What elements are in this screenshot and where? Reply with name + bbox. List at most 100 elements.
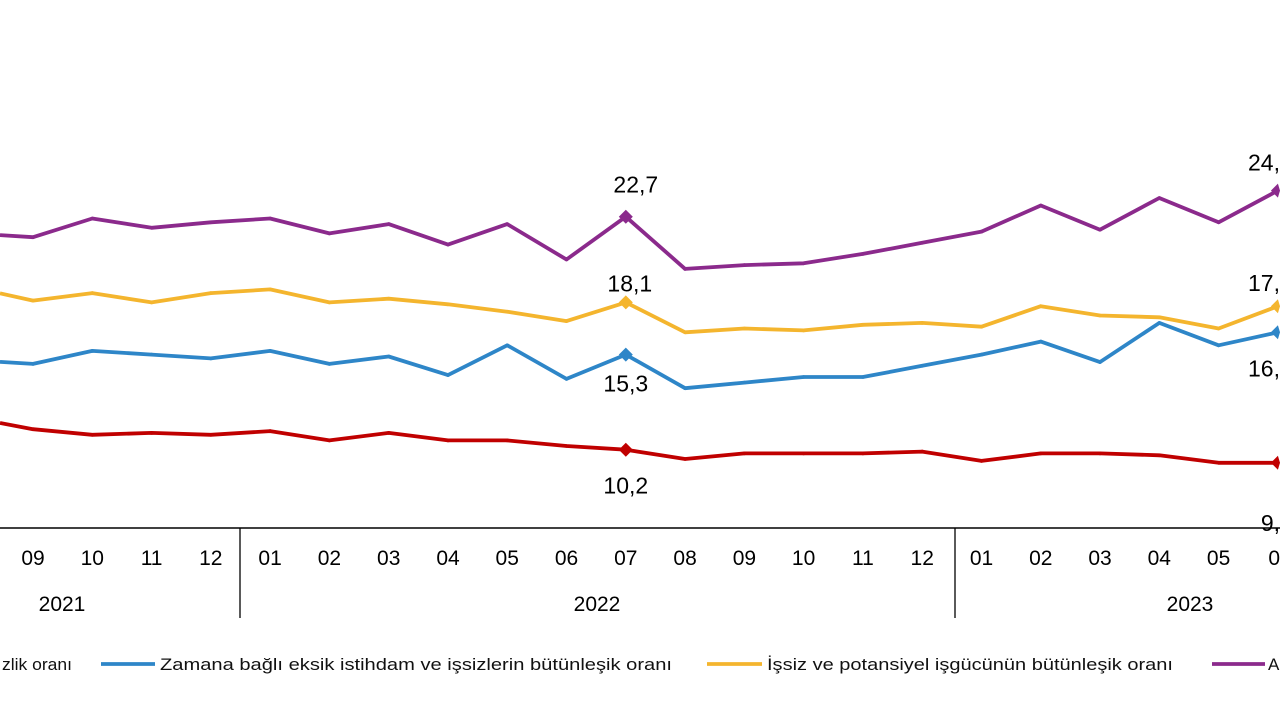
- data-point: [90, 291, 95, 295]
- data-point: [31, 298, 35, 303]
- data-point: [446, 373, 450, 377]
- data-point: [1157, 453, 1162, 458]
- x-tick-label: 01: [258, 547, 281, 570]
- data-point: [209, 433, 213, 437]
- legend-label: A: [1268, 655, 1280, 674]
- data-point: [979, 459, 984, 463]
- x-tick-label: 10: [81, 547, 104, 570]
- data-point: [683, 386, 687, 391]
- data-point: [90, 433, 95, 437]
- data-point: [979, 324, 984, 329]
- data-point: [209, 356, 213, 361]
- data-point: [1157, 315, 1162, 320]
- data-point: [149, 352, 154, 357]
- data-point: [1098, 360, 1102, 364]
- data-point: [564, 377, 569, 381]
- data-point: [564, 444, 569, 448]
- x-tick-label: 05: [496, 547, 519, 570]
- data-point: [801, 328, 806, 333]
- highlight-markers: [618, 183, 1280, 470]
- data-label: 10,2: [603, 473, 648, 499]
- data-point: [979, 352, 984, 357]
- data-point: [1216, 461, 1221, 465]
- highlight-marker: [1270, 183, 1280, 198]
- data-point: [861, 323, 865, 327]
- data-point: [920, 449, 924, 454]
- data-point: [446, 302, 450, 307]
- data-point: [505, 343, 510, 348]
- data-point: [209, 220, 213, 225]
- data-label: 9,: [1261, 510, 1280, 536]
- data-point: [149, 300, 154, 305]
- data-point: [386, 296, 391, 301]
- year-label: 2021: [39, 593, 86, 616]
- series-line-4: [0, 188, 1279, 271]
- legend-item-series-1: zlik oranı: [2, 655, 72, 674]
- data-point: [683, 457, 687, 461]
- data-point: [327, 362, 332, 366]
- data-point: [90, 349, 95, 353]
- data-label: 22,7: [613, 172, 658, 198]
- data-point: [1039, 339, 1043, 344]
- data-point: [979, 229, 984, 234]
- x-tick-label: 03: [377, 547, 400, 570]
- data-point: [268, 349, 272, 353]
- data-label: 15,3: [603, 371, 648, 397]
- data-point: [742, 380, 747, 385]
- data-point: [1039, 304, 1043, 309]
- data-point: [683, 267, 687, 271]
- x-tick-label: 12: [199, 547, 222, 570]
- legend-item-series-3: İşsiz ve potansiyel işgücünün bütünleşik…: [707, 655, 1173, 674]
- data-point: [149, 431, 154, 435]
- data-point: [920, 241, 924, 245]
- x-axis-year-labels: 2021 2022 2023: [39, 593, 1214, 616]
- data-point: [327, 438, 332, 443]
- data-point: [446, 242, 450, 247]
- data-point: [1216, 220, 1221, 225]
- x-tick-label: 10: [792, 547, 815, 570]
- x-tick-label: 05: [1207, 547, 1230, 570]
- data-point: [505, 222, 510, 226]
- highlight-marker: [1270, 325, 1280, 340]
- data-point: [31, 362, 35, 366]
- data-label: 18,1: [607, 270, 652, 296]
- x-tick-label: 12: [911, 547, 934, 570]
- data-point: [386, 431, 391, 435]
- data-point: [683, 330, 687, 335]
- x-tick-label: 07: [614, 547, 637, 570]
- data-point: [90, 216, 95, 221]
- highlight-marker: [618, 347, 633, 362]
- series-line-1: [0, 421, 1278, 465]
- x-tick-label: 01: [970, 547, 993, 570]
- data-point: [861, 451, 865, 456]
- data-label: 17,: [1248, 270, 1280, 296]
- legend-item-series-4: A: [1212, 655, 1280, 674]
- data-point: [505, 438, 510, 443]
- data-point: [268, 429, 272, 433]
- data-point: [386, 354, 391, 359]
- data-point: [386, 222, 391, 226]
- data-point: [1216, 326, 1221, 331]
- data-point: [1098, 313, 1102, 318]
- x-tick-label: 02: [318, 547, 341, 570]
- data-point: [742, 451, 747, 456]
- legend: zlik oranı Zamana bağlı eksik istihdam v…: [2, 655, 1280, 674]
- data-points: [31, 188, 1280, 465]
- x-tick-label: 03: [1088, 547, 1111, 570]
- year-label: 2023: [1167, 593, 1214, 616]
- data-point: [1098, 227, 1102, 232]
- data-point: [31, 235, 35, 239]
- data-point: [920, 321, 924, 325]
- data-point: [31, 427, 35, 432]
- series-lines: [0, 188, 1279, 465]
- data-point: [1039, 203, 1043, 208]
- year-label: 2022: [574, 593, 621, 616]
- data-point: [505, 309, 510, 314]
- x-tick-label: 11: [852, 547, 874, 570]
- data-point: [446, 438, 450, 443]
- x-tick-label: 09: [21, 547, 44, 570]
- data-point: [149, 226, 154, 230]
- legend-item-series-2: Zamana bağlı eksik istihdam ve işsizleri…: [101, 655, 672, 674]
- x-axis-month-labels: 09 10 11 12 01 02 03 04 05 06 07 08 09 10 11 12 01 02 03 04…: [21, 547, 1280, 570]
